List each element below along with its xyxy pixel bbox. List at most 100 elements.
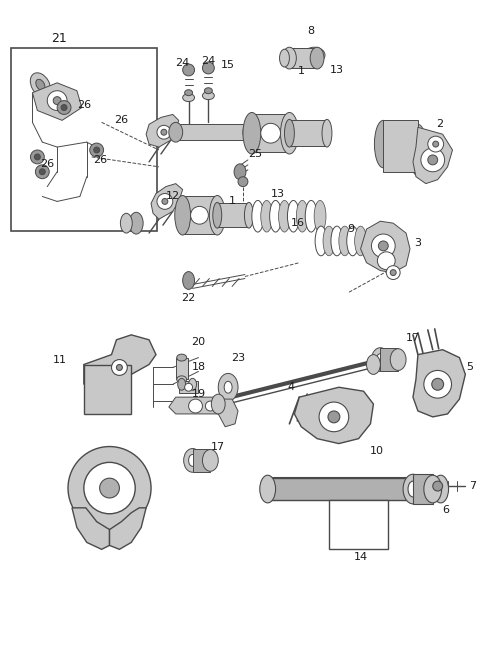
Ellipse shape [30,73,50,97]
Circle shape [432,379,444,390]
Circle shape [390,270,396,275]
Ellipse shape [372,348,389,372]
Bar [384,121,418,172]
Ellipse shape [244,203,253,228]
Text: 20: 20 [192,337,205,347]
Text: 24: 24 [176,58,190,68]
Ellipse shape [305,201,317,232]
Text: 6: 6 [442,505,449,515]
Ellipse shape [424,475,442,503]
Circle shape [57,101,71,114]
Polygon shape [109,508,146,550]
Ellipse shape [278,201,290,232]
Ellipse shape [408,481,418,497]
Bar [176,357,188,379]
Polygon shape [218,399,238,427]
Circle shape [36,165,49,179]
Ellipse shape [374,121,392,168]
Text: 1: 1 [228,197,236,206]
Ellipse shape [183,94,194,101]
Polygon shape [360,221,410,273]
Ellipse shape [260,475,276,503]
Circle shape [161,129,167,135]
Ellipse shape [270,201,281,232]
Circle shape [319,402,349,432]
Text: 11: 11 [53,355,67,364]
Circle shape [185,383,192,392]
Ellipse shape [279,49,289,67]
Ellipse shape [288,201,300,232]
Bar [329,500,388,550]
Text: 7: 7 [468,481,476,491]
Circle shape [183,64,194,76]
Text: 22: 22 [181,293,196,303]
Circle shape [90,143,104,157]
Ellipse shape [315,226,327,256]
Circle shape [157,125,171,139]
Bar [380,348,398,372]
Circle shape [53,97,61,104]
Ellipse shape [36,79,45,90]
Ellipse shape [339,226,351,256]
Text: 23: 23 [231,353,245,362]
Text: 9: 9 [347,224,354,234]
Circle shape [421,148,444,172]
Circle shape [117,364,122,370]
Circle shape [39,169,45,175]
Ellipse shape [376,353,384,366]
Circle shape [377,252,395,270]
Text: 26: 26 [40,159,54,169]
Circle shape [261,123,280,143]
Circle shape [428,155,438,165]
Text: 1: 1 [298,66,305,76]
Ellipse shape [285,119,294,147]
Polygon shape [72,508,109,550]
Ellipse shape [296,201,308,232]
Ellipse shape [310,47,324,69]
Text: 26: 26 [77,99,91,110]
Ellipse shape [403,474,423,504]
Circle shape [424,370,452,398]
Polygon shape [169,397,228,414]
Circle shape [238,177,248,186]
Circle shape [203,62,214,74]
Text: 8: 8 [308,26,315,36]
Ellipse shape [234,164,246,180]
Ellipse shape [243,112,261,154]
Circle shape [111,359,127,375]
Ellipse shape [183,272,194,290]
Polygon shape [413,127,453,184]
Ellipse shape [184,448,202,472]
Ellipse shape [433,475,448,503]
Ellipse shape [309,51,319,59]
Polygon shape [294,387,373,444]
Text: 18: 18 [192,362,205,372]
Text: 13: 13 [271,188,285,199]
Ellipse shape [189,379,196,390]
Ellipse shape [203,92,214,99]
Ellipse shape [203,450,218,471]
Circle shape [35,154,40,160]
Text: 25: 25 [248,149,262,159]
Bar [192,448,210,472]
Bar [176,124,250,140]
Circle shape [189,399,203,413]
Circle shape [191,206,208,224]
Text: 12: 12 [166,192,180,201]
Ellipse shape [355,226,367,256]
Circle shape [428,136,444,152]
Polygon shape [33,83,82,121]
Text: 3: 3 [414,238,421,248]
Ellipse shape [390,349,406,370]
Text: 26: 26 [114,115,129,125]
Ellipse shape [314,201,326,232]
Ellipse shape [189,455,196,466]
Bar [413,474,433,504]
Ellipse shape [177,354,187,361]
Ellipse shape [331,226,343,256]
Ellipse shape [243,123,257,142]
Circle shape [328,411,340,423]
Circle shape [47,91,67,110]
Text: 19: 19 [192,389,205,399]
Text: 4: 4 [288,382,295,392]
